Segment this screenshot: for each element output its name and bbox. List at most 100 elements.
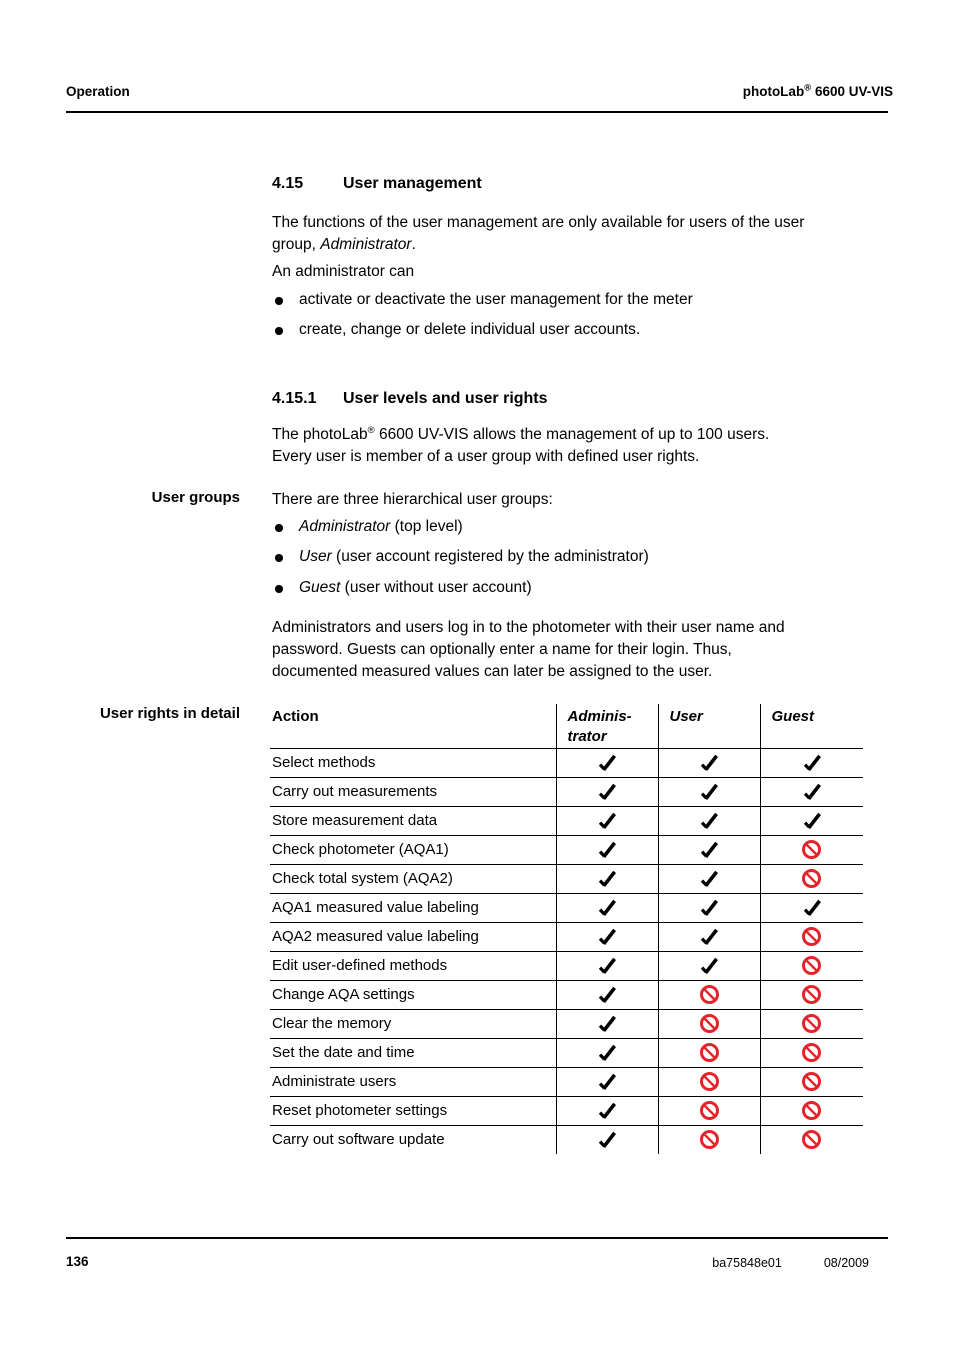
check-icon <box>598 754 617 771</box>
paragraph: Administrators and users log in to the p… <box>272 619 785 680</box>
action-label: Carry out measurements <box>272 783 438 800</box>
check-icon <box>598 1131 617 1148</box>
footer-rule <box>66 1237 888 1239</box>
check-icon <box>598 841 617 858</box>
table-row: Set the date and time <box>270 1038 863 1067</box>
section-heading: 4.15 User management <box>272 175 482 193</box>
action-label: Select methods <box>272 754 376 771</box>
check-icon <box>555 777 658 806</box>
check-icon <box>598 1044 617 1061</box>
prohibited-icon <box>759 1009 863 1038</box>
prohibited-icon <box>759 1067 863 1096</box>
table-row: Store measurement data <box>270 806 863 835</box>
list-item-text: activate or deactivate the user manageme… <box>299 291 693 308</box>
check-icon <box>555 864 658 893</box>
section-title: User management <box>343 175 482 192</box>
italic-term: Administrator <box>299 518 391 535</box>
list-item: Administrator (top level) <box>272 518 896 536</box>
check-icon <box>555 893 658 922</box>
prohibited-icon <box>657 1096 760 1125</box>
check-icon <box>598 986 617 1003</box>
paragraph: An administrator can <box>272 263 415 280</box>
check-icon <box>657 864 760 893</box>
check-icon <box>700 870 719 887</box>
rights-table-body: Select methods Carry out measurements Stor… <box>270 748 863 1154</box>
prohibited-icon <box>802 840 822 859</box>
check-icon <box>657 835 760 864</box>
check-icon <box>803 812 821 829</box>
bullet-icon <box>275 297 283 305</box>
prohibited-icon <box>657 980 760 1009</box>
paragraph: The photoLab® 6600 UV-VIS allows the man… <box>272 424 896 467</box>
header-left: Operation <box>66 84 130 99</box>
section-number: 4.15 <box>272 175 304 192</box>
prohibited-icon <box>699 1130 719 1150</box>
table-row: Clear the memory <box>270 1009 863 1038</box>
check-icon <box>555 1009 658 1038</box>
action-label: Check photometer (AQA1) <box>272 841 449 858</box>
action-label: Clear the memory <box>272 1015 392 1032</box>
side-label-user-rights: User rights in detail <box>99 705 240 722</box>
table-row: Administrate users <box>270 1067 863 1096</box>
prohibited-icon <box>699 1101 719 1120</box>
table-row: Check photometer (AQA1) <box>270 835 863 864</box>
check-icon <box>598 957 617 974</box>
bullet-icon <box>275 524 283 532</box>
check-icon <box>598 1102 617 1119</box>
user-rights-table: Action Adminis- trator User Guest Select… <box>270 704 863 1154</box>
prohibited-icon <box>802 956 822 975</box>
action-label: AQA1 measured value labeling <box>272 899 479 916</box>
check-icon <box>598 783 617 800</box>
italic-term: Guest <box>299 579 341 596</box>
list-item-rest: (user account registered by the administ… <box>331 548 649 565</box>
subsection-number: 4.15.1 <box>272 390 317 407</box>
check-icon <box>657 951 760 980</box>
prohibited-icon <box>759 922 863 951</box>
check-icon <box>555 951 658 980</box>
action-label: Carry out software update <box>272 1131 445 1149</box>
table-row: AQA1 measured value labeling <box>270 893 863 922</box>
paragraph-text: The photoLab <box>272 426 368 443</box>
subsection-title: User levels and user rights <box>343 390 548 407</box>
prohibited-icon <box>802 1101 822 1120</box>
prohibited-icon <box>759 1096 863 1125</box>
table-row: Change AQA settings <box>270 980 863 1009</box>
table-header-row: Action Adminis- trator User Guest <box>270 704 863 749</box>
list-item-text: User (user account registered by the adm… <box>299 548 649 566</box>
check-icon <box>555 1038 658 1067</box>
table-row: Select methods <box>270 748 863 777</box>
prohibited-icon <box>802 1014 822 1033</box>
list-item: User (user account registered by the adm… <box>272 548 896 566</box>
header-rule <box>66 111 888 113</box>
check-icon <box>555 835 658 864</box>
table-row: Reset photometer settings <box>270 1096 863 1125</box>
page-number: 136 <box>66 1254 89 1269</box>
check-icon <box>555 806 658 835</box>
list-item-text: create, change or delete individual user… <box>299 321 641 338</box>
prohibited-icon <box>802 927 822 946</box>
prohibited-icon <box>699 1014 719 1033</box>
registered-trademark-symbol: ® <box>804 82 812 94</box>
check-icon <box>803 899 821 916</box>
registered-trademark-symbol: ® <box>367 424 375 436</box>
side-label-user-groups: User groups <box>151 489 240 506</box>
column-header-administrator: Adminis- trator <box>555 704 658 749</box>
prohibited-icon <box>759 951 863 980</box>
check-icon <box>555 1067 658 1096</box>
column-header-action: Action <box>270 704 556 749</box>
prohibited-icon <box>802 1043 822 1062</box>
action-label: AQA2 measured value labeling <box>272 928 479 945</box>
list-item: activate or deactivate the user manageme… <box>272 291 896 309</box>
bullet-icon <box>275 554 283 562</box>
check-icon <box>759 893 863 922</box>
paragraph: The functions of the user management are… <box>272 212 896 255</box>
check-icon <box>598 1015 617 1032</box>
prohibited-icon <box>657 1067 760 1096</box>
prohibited-icon <box>657 1009 760 1038</box>
action-label: Store measurement data <box>272 812 438 829</box>
check-icon <box>700 957 719 974</box>
document-date: 08/2009 <box>823 1256 869 1270</box>
check-icon <box>700 928 719 945</box>
check-icon <box>657 893 760 922</box>
bullet-icon <box>275 585 283 593</box>
